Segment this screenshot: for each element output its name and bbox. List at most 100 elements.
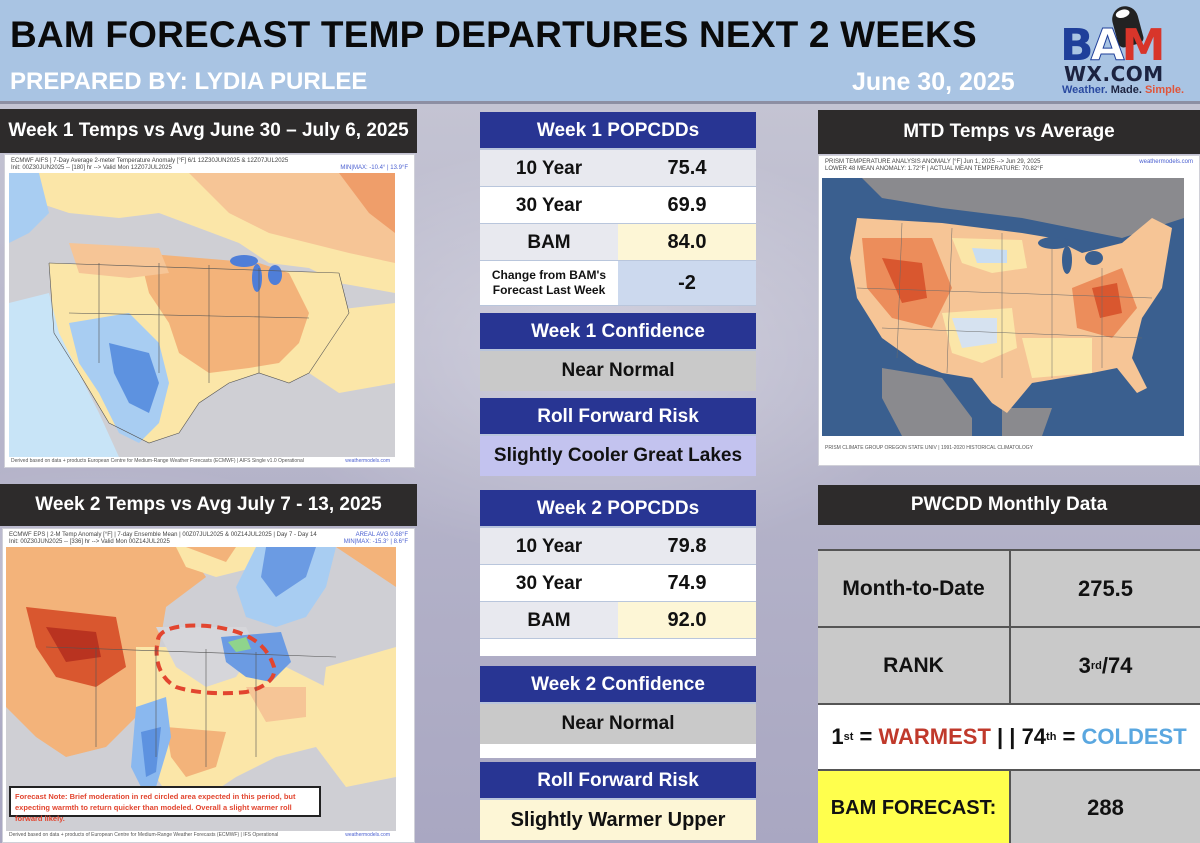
week1-map-panel: ECMWF AIFS | 7-Day Average 2-meter Tempe… — [4, 154, 415, 468]
week1-confidence-table: Week 1 Confidence Near Normal — [480, 313, 756, 391]
legend-first-suffix: st — [843, 731, 854, 743]
week1-confidence-title: Week 1 Confidence — [480, 313, 756, 351]
table-row: 30 Year 69.9 — [480, 187, 756, 224]
mtd-map-title: MTD Temps vs Average — [818, 110, 1200, 154]
week2-map-panel: ECMWF EPS | 2-M Temp Anomaly [°F] | 7-da… — [2, 528, 415, 843]
logo-domain: WX.COM — [1064, 62, 1164, 86]
week1-roll-forward-title: Roll Forward Risk — [480, 398, 756, 436]
mtd-map-header-line1: PRISM TEMPERATURE ANALYSIS ANOMALY [°F] … — [825, 159, 1041, 165]
logo-bam: BAM — [1060, 20, 1165, 72]
mtd-map-footer: PRISM CLIMATE GROUP OREGON STATE UNIV | … — [825, 445, 1034, 451]
rank-number: 3 — [1078, 652, 1091, 678]
legend-warmest: WARMEST — [878, 724, 991, 749]
week2-confidence-title: Week 2 Confidence — [480, 666, 756, 704]
row-label: 30 Year — [515, 573, 583, 594]
week1-map-credit: Derived based on data + products Europea… — [11, 458, 304, 464]
week1-map-header-line2: Init: 00Z30JUN2025 -- [180] hr --> Valid… — [11, 165, 172, 171]
week2-map-areal-avg: AREAL AVG 0.68°F — [355, 532, 408, 538]
pwcdd-title: PWCDD Monthly Data — [818, 485, 1200, 525]
week2-map-minmax: MIN|MAX: -15.3° | 8.6°F — [343, 539, 408, 545]
change-label-line2: Forecast Last Week — [492, 283, 606, 297]
week1-confidence-value: Near Normal — [480, 351, 756, 391]
page-title: BAM FORECAST TEMP DEPARTURES NEXT 2 WEEK… — [10, 14, 977, 55]
row-value: 74.9 — [667, 572, 707, 594]
change-label-line1: Change from BAM's — [491, 268, 607, 282]
week1-map-header-line1: ECMWF AIFS | 7-Day Average 2-meter Tempe… — [11, 158, 289, 164]
prepared-by: PREPARED BY: LYDIA PURLEE — [10, 68, 368, 95]
week2-map-source-link: weathermodels.com — [345, 832, 390, 838]
week2-roll-forward-title: Roll Forward Risk — [480, 762, 756, 800]
week2-roll-forward-table: Roll Forward Risk Slightly Warmer Upper … — [480, 762, 756, 840]
tagline-made: Made. — [1110, 84, 1142, 96]
logo-tagline: Weather. Made. Simple. — [1062, 84, 1184, 96]
report-date: June 30, 2025 — [852, 68, 1015, 96]
week2-temp-anomaly-map: Forecast Note: Brief moderation in red c… — [6, 547, 396, 831]
change-label: Change from BAM's Forecast Last Week — [480, 261, 618, 305]
table-row-forecast: BAM FORECAST: 288 — [818, 771, 1200, 843]
mtd-map-panel: PRISM TEMPERATURE ANALYSIS ANOMALY [°F] … — [818, 155, 1200, 466]
rank-label: RANK — [818, 628, 1011, 703]
bam-forecast-value: 288 — [1011, 771, 1200, 843]
week2-map-image — [6, 547, 396, 831]
table-row: 10 Year 79.8 — [480, 528, 756, 565]
logo-letter-a: A — [1090, 20, 1125, 72]
bam-value: 92.0 — [618, 602, 756, 638]
week1-map-source-link: weathermodels.com — [345, 458, 390, 464]
week2-map-title: Week 2 Temps vs Avg July 7 - 13, 2025 — [0, 484, 417, 526]
week1-map-minmax: MIN|MAX: -10.4° | 13.9°F — [340, 165, 408, 171]
rank-total: /74 — [1101, 652, 1133, 678]
mtd-map-header-line2: LOWER 48 MEAN ANOMALY: 1.72°F | ACTUAL M… — [825, 166, 1044, 172]
row-value: 79.8 — [667, 535, 707, 557]
mtd-map-image — [822, 178, 1184, 436]
legend-first: 1 — [831, 724, 844, 749]
row-value: 69.9 — [667, 194, 707, 216]
week1-map-image — [9, 173, 395, 457]
table-row: BAM 84.0 — [480, 224, 756, 261]
mtd-value: 275.5 — [1077, 575, 1134, 601]
mtd-map-header: PRISM TEMPERATURE ANALYSIS ANOMALY [°F] … — [819, 156, 1199, 178]
week2-popcdds-title: Week 2 POPCDDs — [480, 490, 756, 528]
bam-forecast-label: BAM FORECAST: — [818, 771, 1011, 843]
legend-equals: = — [853, 724, 879, 749]
week1-popcdds-table: Week 1 POPCDDs 10 Year 75.4 30 Year 69.9… — [480, 112, 756, 306]
rank-suffix: rd — [1090, 659, 1102, 672]
spacer — [480, 744, 756, 758]
week1-map-footer: Derived based on data + products Europea… — [5, 457, 414, 465]
table-row: BAM 92.0 — [480, 602, 756, 639]
table-row-mtd: Month-to-Date 275.5 — [818, 551, 1200, 628]
row-label: BAM — [527, 610, 571, 631]
week1-popcdds-title: Week 1 POPCDDs — [480, 112, 756, 150]
legend-equals: = — [1056, 724, 1082, 749]
mtd-label: Month-to-Date — [818, 551, 1011, 626]
week2-map-header-line2: Init: 00Z30JUN2025 -- [336] hr --> Valid… — [9, 539, 170, 545]
table-row: 10 Year 75.4 — [480, 150, 756, 187]
row-label: 10 Year — [515, 536, 583, 557]
forecast-note: Forecast Note: Brief moderation in red c… — [9, 786, 321, 823]
bam-value: 84.0 — [618, 224, 756, 260]
change-value: -2 — [618, 261, 756, 305]
legend-coldest: COLDEST — [1081, 724, 1187, 749]
mtd-temp-anomaly-map — [822, 178, 1184, 436]
week1-roll-forward-table: Roll Forward Risk Slightly Cooler Great … — [480, 398, 756, 476]
week2-map-header-line1: ECMWF EPS | 2-M Temp Anomaly [°F] | 7-da… — [9, 532, 317, 538]
week2-popcdds-table: Week 2 POPCDDs 10 Year 79.8 30 Year 74.9… — [480, 490, 756, 656]
logo-letter-b: B — [1060, 20, 1094, 71]
legend-separator: | | — [990, 724, 1022, 749]
row-label: 30 Year — [515, 195, 583, 216]
week1-map-header: ECMWF AIFS | 7-Day Average 2-meter Tempe… — [5, 155, 414, 173]
row-label: BAM — [527, 232, 571, 253]
week2-confidence-value: Near Normal — [480, 704, 756, 744]
week2-map-footer: Derived based on data + products of Euro… — [3, 831, 414, 839]
table-row-change: Change from BAM's Forecast Last Week -2 — [480, 261, 756, 306]
page-header: BAM FORECAST TEMP DEPARTURES NEXT 2 WEEK… — [0, 0, 1200, 104]
legend-last-suffix: th — [1046, 731, 1057, 743]
week2-confidence-table: Week 2 Confidence Near Normal — [480, 666, 756, 758]
tagline-weather: Weather. — [1062, 84, 1108, 96]
week2-map-credit: Derived based on data + products of Euro… — [9, 832, 279, 838]
bamwx-logo: BAM WX.COM Weather. Made. Simple. — [1058, 3, 1200, 98]
legend-last: 74 — [1021, 724, 1047, 749]
